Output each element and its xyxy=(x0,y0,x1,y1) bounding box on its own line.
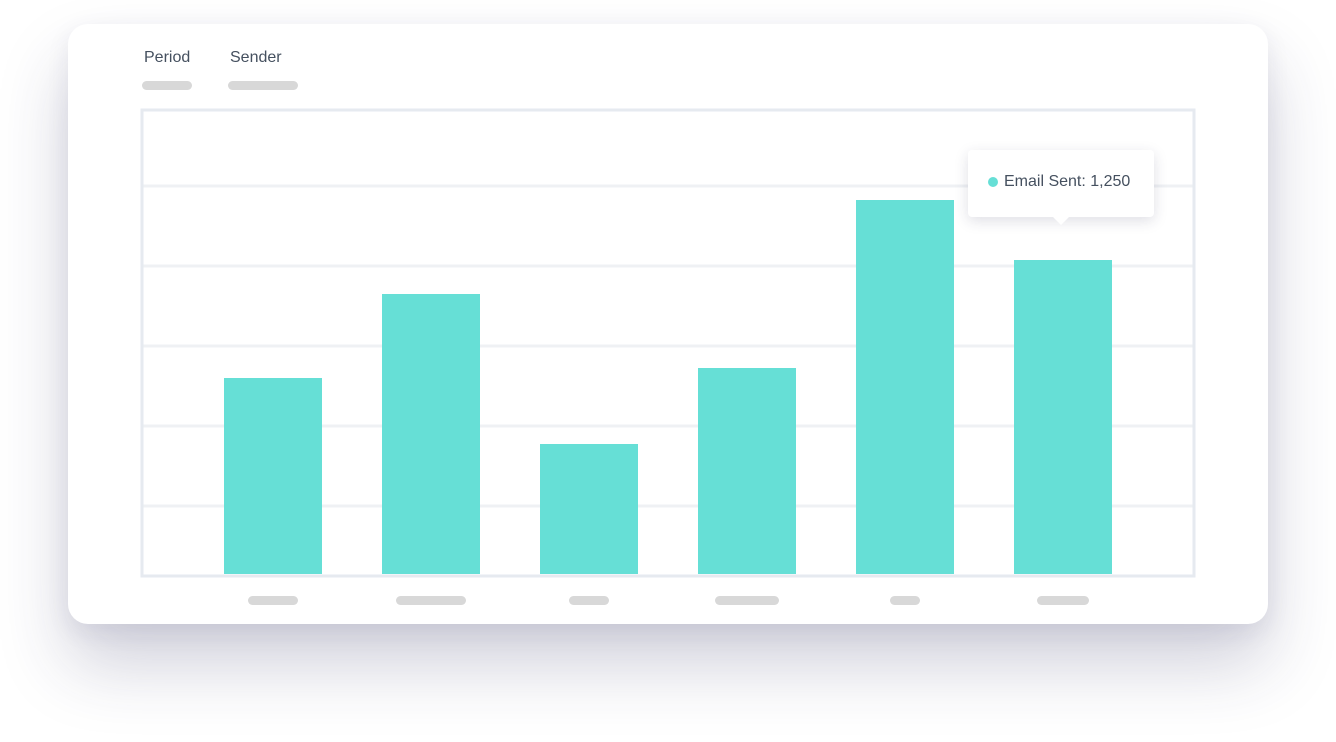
x-tick-label xyxy=(890,596,920,605)
x-tick-label xyxy=(569,596,609,605)
chart-card: Period Sender Email Sent: 1,250 xyxy=(68,24,1268,624)
sender-filter[interactable]: Sender xyxy=(228,48,298,90)
tooltip-arrow xyxy=(1053,217,1069,225)
tooltip-series-dot xyxy=(988,177,998,187)
bar-chart xyxy=(140,108,1196,605)
period-filter-label: Period xyxy=(144,49,191,66)
bar xyxy=(698,368,796,574)
period-filter[interactable]: Period xyxy=(142,48,192,90)
plot-border xyxy=(140,108,1196,578)
bar xyxy=(382,294,480,574)
x-tick-label xyxy=(715,596,779,605)
sender-filter-value xyxy=(228,81,298,90)
bar xyxy=(224,378,322,574)
x-tick-label xyxy=(396,596,466,605)
sender-filter-label: Sender xyxy=(230,49,282,66)
bar xyxy=(1014,260,1112,574)
bar-tooltip: Email Sent: 1,250 xyxy=(968,150,1154,225)
period-filter-value xyxy=(142,81,192,90)
x-tick-label xyxy=(1037,596,1089,605)
bar xyxy=(540,444,638,574)
x-tick-label xyxy=(248,596,298,605)
bar xyxy=(856,200,954,574)
tooltip-text: Email Sent: 1,250 xyxy=(1004,173,1131,190)
